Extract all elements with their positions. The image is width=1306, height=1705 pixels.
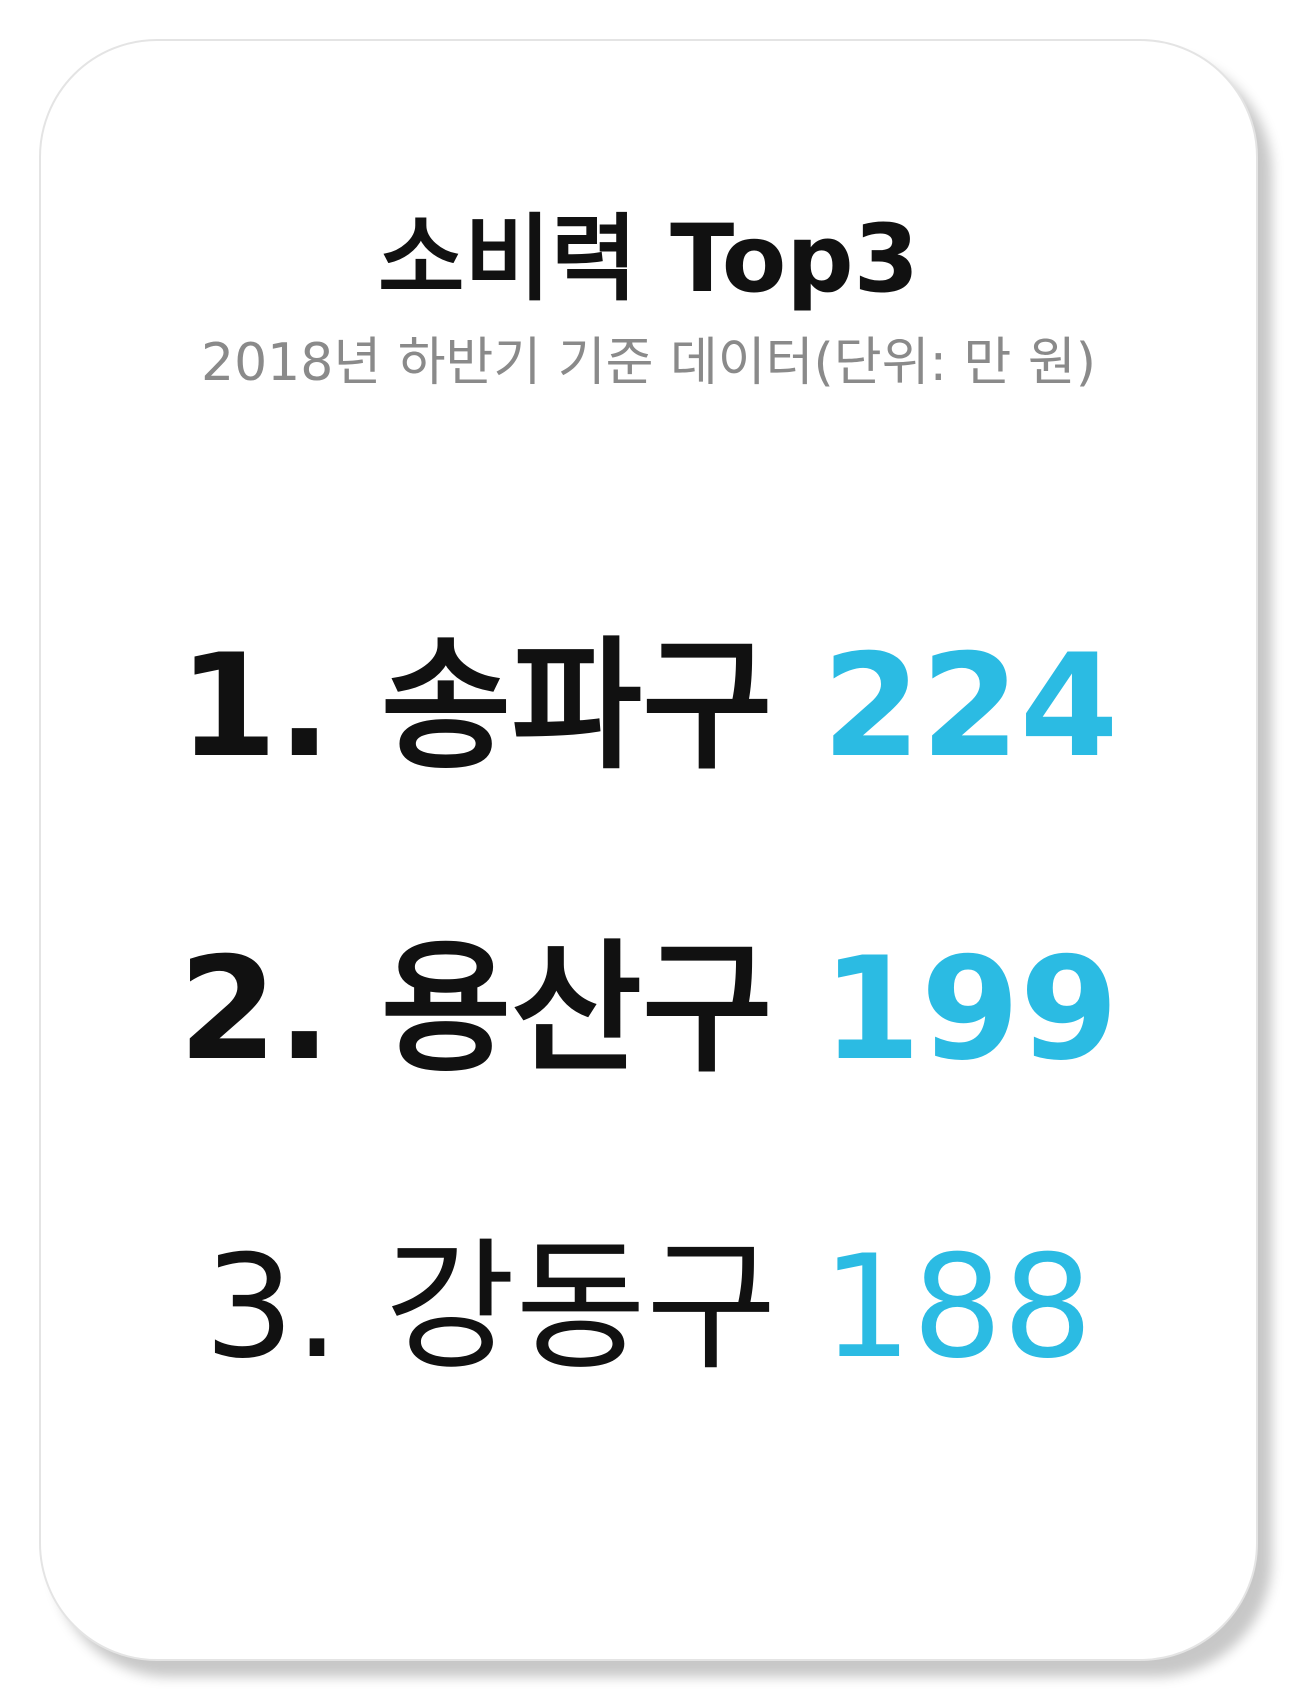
rank-label: 3. 강동구 <box>204 1225 777 1390</box>
rank-item-2: 2. 용산구 199 <box>41 939 1256 1081</box>
rank-item-1: 1. 송파구 224 <box>41 636 1256 778</box>
rank-value: 199 <box>822 927 1119 1092</box>
rank-item-3: 3. 강동구 188 <box>41 1237 1256 1379</box>
card-subtitle: 2018년 하반기 기준 데이터(단위: 만 원) <box>201 333 1096 393</box>
rank-value: 188 <box>821 1225 1093 1390</box>
card-title: 소비력 Top3 <box>377 205 920 314</box>
rank-value: 224 <box>822 624 1119 789</box>
ranking-card: 소비력 Top3 2018년 하반기 기준 데이터(단위: 만 원) 1. 송파… <box>39 39 1258 1661</box>
rank-label: 1. 송파구 <box>178 624 773 789</box>
rank-label: 2. 용산구 <box>178 927 773 1092</box>
